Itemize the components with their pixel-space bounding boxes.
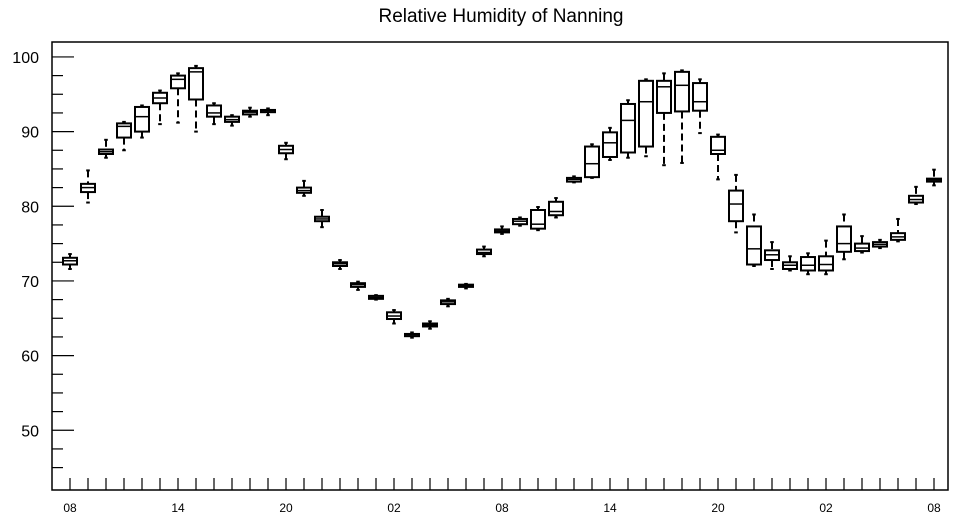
box-3 [116,120,132,152]
box-body [692,82,708,112]
box-body [188,67,204,101]
box-47 [908,185,924,206]
x-tick-label: 02 [387,501,401,515]
x-tick-label: 20 [279,501,293,515]
box-31 [620,99,636,159]
box-body [728,189,744,223]
box-43 [836,213,852,261]
box-26 [530,206,546,232]
x-tick-label: 14 [171,501,185,515]
box-21 [440,297,456,308]
box-6 [170,72,186,124]
box-12 [278,141,294,161]
box-4 [134,104,150,139]
boxes [62,64,942,339]
chart-title: Relative Humidity of Nanning [378,6,623,27]
box-24 [494,225,510,235]
box-body [674,70,690,113]
x-tick-label: 14 [603,501,617,515]
box-19 [404,331,420,339]
box-22 [458,282,474,290]
box-1 [80,169,96,204]
box-34 [674,69,690,164]
box-body [530,209,546,230]
box-48 [926,168,942,187]
x-tick-label: 08 [495,501,509,515]
y-tick-label: 70 [21,274,39,291]
x-tick-label: 08 [63,501,77,515]
box-33 [656,72,672,167]
y-tick-label: 50 [21,423,39,440]
box-42 [818,239,834,276]
box-body [548,200,564,217]
box-11 [260,107,276,117]
x-tick-label: 20 [711,501,725,515]
box-44 [854,235,870,254]
plot-frame [51,41,949,491]
box-30 [602,126,618,161]
box-18 [386,309,402,325]
box-15 [332,259,348,270]
box-body [206,104,222,118]
box-14 [314,209,330,229]
box-13 [296,179,312,197]
y-tick-label: 80 [21,199,39,216]
box-46 [890,217,906,243]
box-body [134,105,150,133]
box-32 [638,78,654,158]
box-body [710,135,726,155]
box-40 [782,255,798,272]
y-tick-label: 90 [21,125,39,142]
box-36 [710,133,726,181]
box-35 [692,78,708,135]
box-body [800,256,816,272]
box-0 [62,253,78,270]
box-5 [152,89,168,126]
box-10 [242,106,258,118]
x-tick-label: 08 [927,501,941,515]
box-27 [548,197,564,219]
box-body [746,225,762,266]
box-8 [206,102,222,126]
box-41 [800,252,816,276]
box-37 [728,173,744,234]
box-25 [512,216,528,227]
box-29 [584,143,600,179]
box-39 [764,241,780,270]
box-body [602,131,618,158]
box-body [638,79,654,148]
y-tick-label: 100 [12,50,39,67]
box-body [584,145,600,179]
box-body [818,255,834,272]
box-body [836,225,852,253]
x-tick-label: 02 [819,501,833,515]
y-tick-label: 60 [21,349,39,366]
box-2 [98,138,114,159]
box-body [170,74,186,90]
box-body [116,122,132,139]
box-23 [476,245,492,258]
box-20 [422,320,438,330]
box-17 [368,294,384,301]
box-9 [224,114,240,127]
box-16 [350,280,366,291]
box-body [656,79,672,114]
y-axis: 50 60 70 80 90 100 [12,50,74,469]
box-28 [566,175,582,184]
box-7 [188,64,204,133]
box-45 [872,238,888,250]
x-axis: 08 14 20 02 08 14 20 02 08 [63,478,941,515]
box-38 [746,213,762,267]
box-body [620,102,636,154]
